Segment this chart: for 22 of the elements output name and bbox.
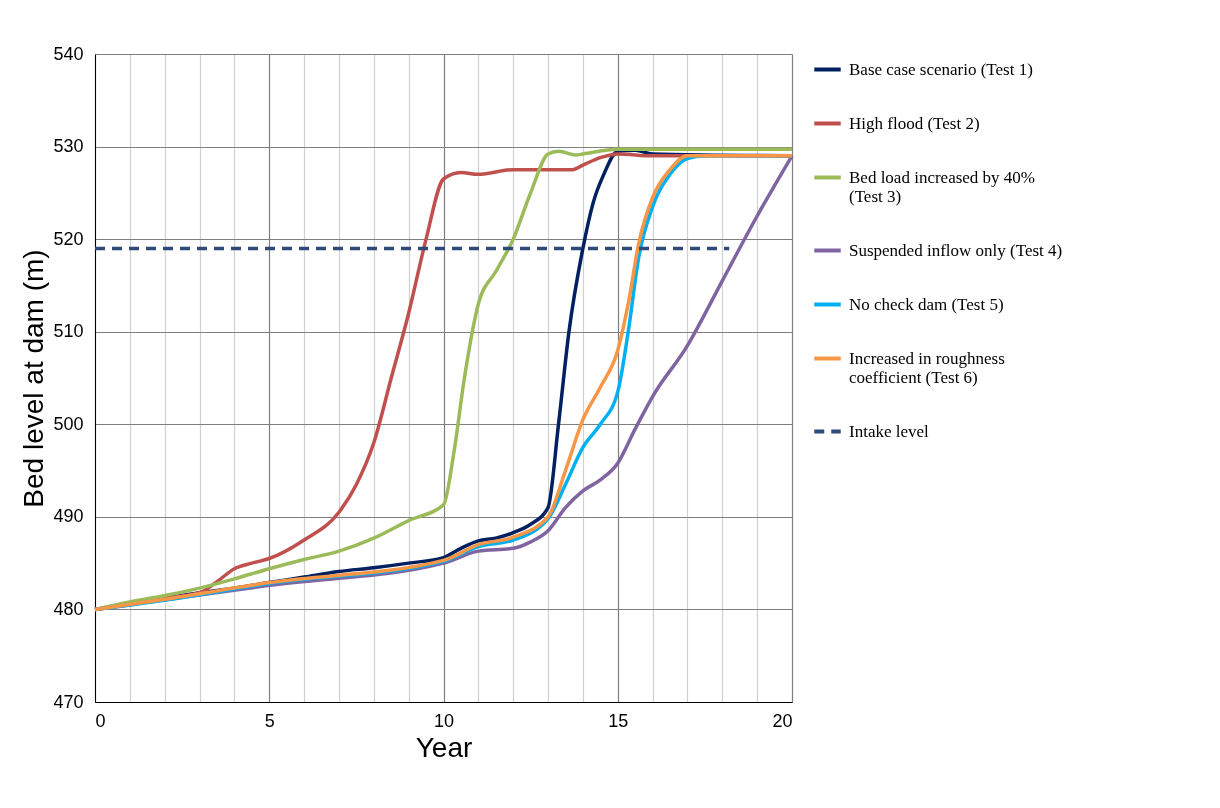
x-tick-label: 5 [264,710,275,731]
x-tick-label: 0 [95,710,106,731]
y-tick-label: 500 [53,413,84,434]
x-tick-label: 10 [433,710,455,731]
x-tick-label: 20 [772,710,793,731]
x-axis-title: Year [415,731,473,763]
legend-label: Base case scenario (Test 1) [849,59,1033,79]
y-tick-label: 470 [53,691,84,712]
legend-label: Bed load increased by 40% (Test 3) [849,167,1035,206]
legend-label: High flood (Test 2) [849,113,980,133]
legend-label: No check dam (Test 5) [849,294,1004,314]
legend-label: Increased in roughness coefficient (Test 6) [849,348,1005,387]
legend-label: Intake level [849,421,930,441]
x-tick-label: 15 [608,710,629,731]
y-tick-label: 520 [53,228,84,249]
y-tick-label: 530 [53,136,84,157]
legend-label: Suspended inflow only (Test 4) [849,240,1063,260]
y-tick-label: 490 [53,506,84,527]
y-tick-label: 540 [53,43,84,64]
y-tick-label: 510 [53,321,84,342]
y-axis-title: Bed level at dam (m) [18,249,50,508]
y-tick-label: 480 [53,598,84,619]
